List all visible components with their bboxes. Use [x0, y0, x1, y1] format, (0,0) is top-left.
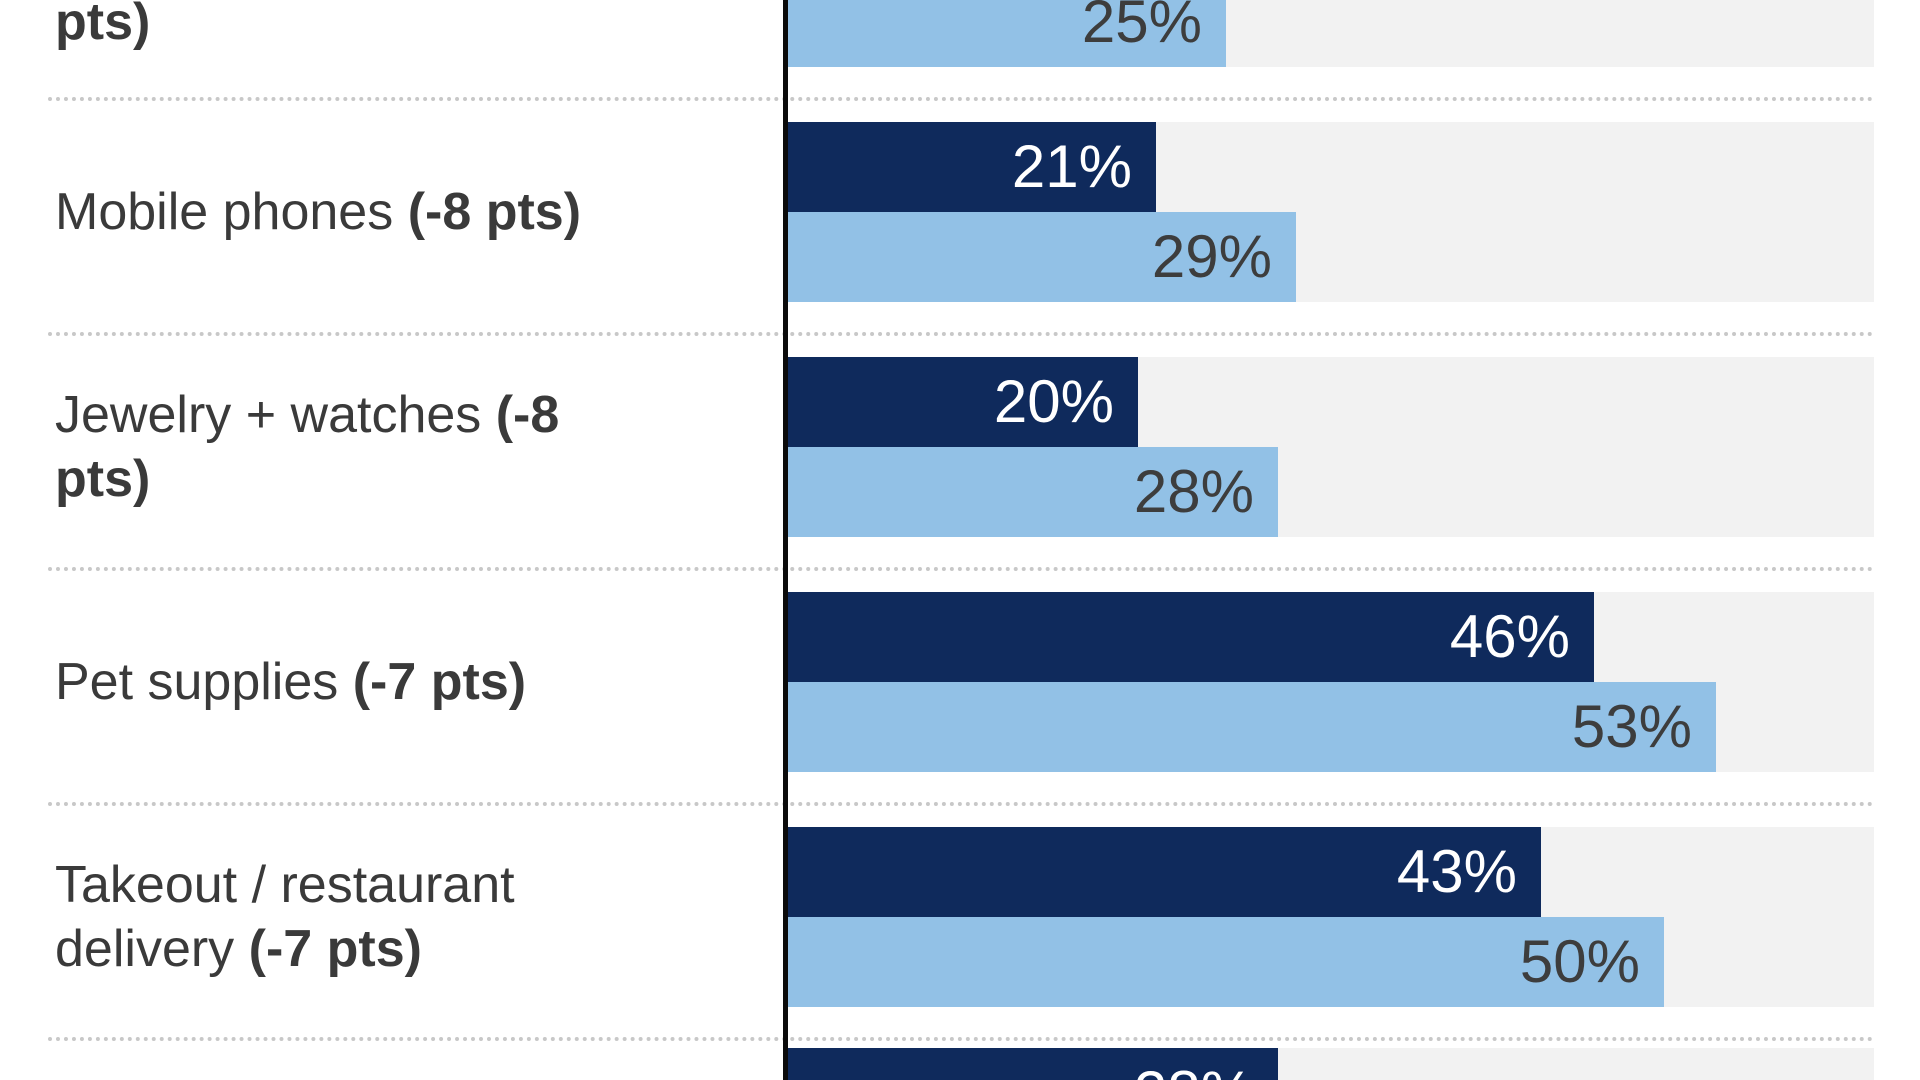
- bar-value-label: 53%: [1571, 693, 1692, 760]
- bar-dark-series: 20%: [788, 357, 1138, 447]
- row-separator: [48, 97, 1874, 101]
- bar-value-label: 50%: [1519, 928, 1640, 995]
- category-label-line: Jewelry + watches (-8: [55, 386, 560, 444]
- category-label: pts): [55, 0, 745, 54]
- bar-light-series: 28%: [788, 447, 1278, 537]
- bar-value-label: 28%: [1133, 458, 1254, 525]
- bar-value-label: 43%: [1396, 838, 1517, 905]
- bar-dark-series: 46%: [788, 592, 1594, 682]
- bar-dark-series: 43%: [788, 827, 1541, 917]
- bar-dark-series: 28%: [788, 1048, 1278, 1080]
- category-label: Jewelry + watches (-8 pts): [55, 357, 745, 537]
- category-label: Takeout / restaurant delivery (-7 pts): [55, 827, 745, 1007]
- axis-line: [783, 0, 788, 1080]
- category-label-line: delivery (-7 pts): [55, 920, 422, 978]
- category-label-line: Takeout / restaurant: [55, 856, 515, 914]
- category-label-line: pts): [55, 0, 151, 51]
- category-label: Mobile phones (-8 pts): [55, 122, 745, 302]
- bar-light-series: 29%: [788, 212, 1296, 302]
- bar-value-label: 20%: [993, 368, 1114, 435]
- bar-light-series: 50%: [788, 917, 1664, 1007]
- bar-value-label: 28%: [1134, 1048, 1254, 1080]
- bar-dark-series: 21%: [788, 122, 1156, 212]
- category-label-line: pts): [55, 450, 151, 508]
- bar-light-series: 53%: [788, 682, 1716, 772]
- bar-value-label: 21%: [1011, 133, 1132, 200]
- category-label-line: Pet supplies (-7 pts): [55, 653, 527, 711]
- row-separator: [48, 802, 1874, 806]
- category-label-line: Mobile phones (-8 pts): [55, 183, 582, 241]
- row-separator: [48, 332, 1874, 336]
- row-separator: [48, 1037, 1874, 1041]
- category-label: Pet supplies (-7 pts): [55, 592, 745, 772]
- bar-value-label: 46%: [1449, 603, 1570, 670]
- row-separator: [48, 567, 1874, 571]
- bar-value-label: 25%: [1081, 0, 1202, 55]
- bar-light-series: 25%: [788, 0, 1226, 67]
- bar-value-label: 29%: [1151, 223, 1272, 290]
